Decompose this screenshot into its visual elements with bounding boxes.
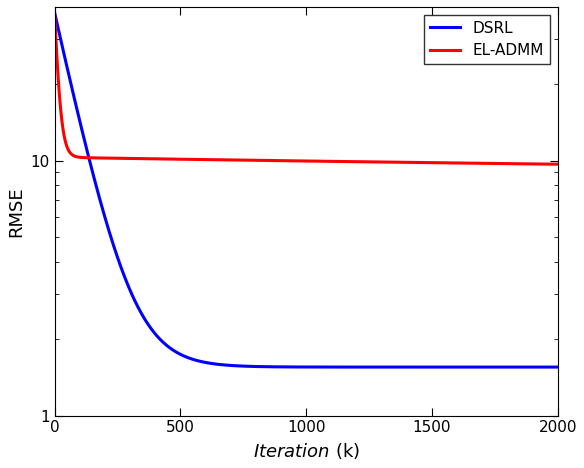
EL-ADMM: [447, 160, 454, 166]
DSRL: [77, 121, 84, 127]
X-axis label: $\mathit{Iteration}$ (k): $\mathit{Iteration}$ (k): [253, 441, 360, 461]
DSRL: [283, 364, 290, 370]
EL-ADMM: [296, 158, 303, 164]
EL-ADMM: [51, 15, 58, 21]
DSRL: [447, 364, 454, 370]
DSRL: [51, 11, 58, 16]
EL-ADMM: [540, 161, 547, 167]
EL-ADMM: [77, 154, 84, 160]
Line: EL-ADMM: EL-ADMM: [55, 18, 558, 164]
DSRL: [296, 364, 303, 370]
Line: DSRL: DSRL: [55, 14, 558, 367]
EL-ADMM: [283, 158, 290, 163]
EL-ADMM: [540, 161, 547, 167]
DSRL: [540, 364, 547, 370]
DSRL: [540, 364, 547, 370]
DSRL: [554, 364, 561, 370]
Legend: DSRL, EL-ADMM: DSRL, EL-ADMM: [424, 15, 550, 65]
EL-ADMM: [554, 161, 561, 167]
Y-axis label: RMSE: RMSE: [7, 186, 25, 237]
